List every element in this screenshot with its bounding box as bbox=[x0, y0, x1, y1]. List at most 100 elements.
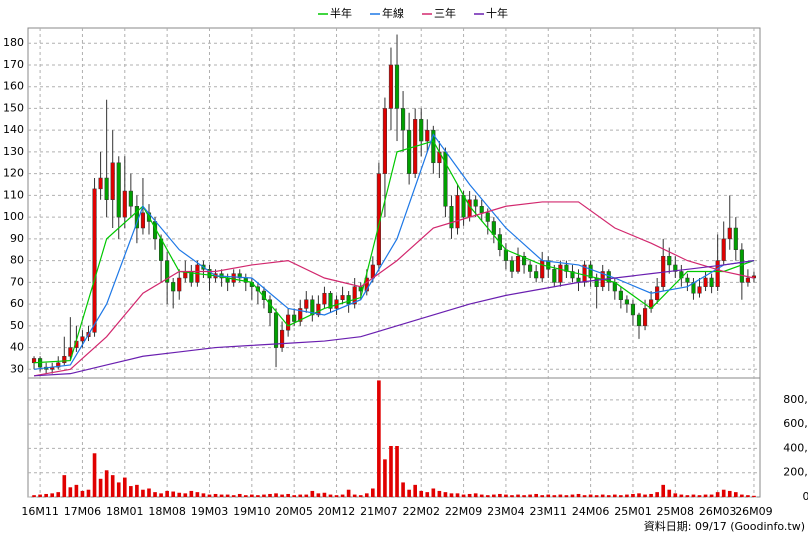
candle-body bbox=[104, 177, 109, 200]
candle-body bbox=[642, 308, 648, 327]
volume-bar bbox=[727, 490, 732, 497]
volume-bar bbox=[570, 494, 575, 497]
volume-bar bbox=[697, 495, 702, 497]
y2-tick-label: 400,000 bbox=[783, 441, 808, 454]
volume-bar bbox=[673, 493, 678, 497]
candle-body bbox=[667, 256, 672, 266]
volume-bar bbox=[231, 495, 236, 497]
volume-bar bbox=[207, 494, 212, 497]
x-tick-label: 26M03 bbox=[699, 505, 737, 518]
volume-bar bbox=[649, 493, 653, 497]
candle-body bbox=[503, 249, 508, 261]
candle-body bbox=[340, 295, 345, 300]
candle-body bbox=[697, 286, 702, 294]
candle-body bbox=[407, 129, 412, 174]
candle-body bbox=[491, 221, 496, 235]
candle-body bbox=[165, 260, 170, 283]
volume-bar bbox=[268, 493, 272, 497]
x-tick-label: 16M11 bbox=[21, 505, 59, 518]
volume-bar bbox=[721, 489, 726, 497]
y-tick-label: 70 bbox=[10, 275, 24, 288]
volume-bar bbox=[746, 495, 750, 497]
volume-bar bbox=[395, 446, 399, 497]
x-tick-label: 21M07 bbox=[360, 505, 398, 518]
volume-bar bbox=[135, 484, 139, 497]
volume-bar bbox=[443, 492, 448, 497]
volume-bar bbox=[237, 493, 242, 497]
volume-bar bbox=[92, 453, 97, 497]
volume-bar bbox=[316, 493, 321, 497]
volume-bar bbox=[467, 493, 472, 497]
candle-body bbox=[594, 277, 599, 287]
candle-body bbox=[473, 199, 478, 207]
candle-body bbox=[715, 260, 720, 287]
volume-bar bbox=[473, 493, 478, 497]
candle-body bbox=[304, 299, 309, 309]
volume-bar bbox=[274, 493, 278, 497]
candle-body bbox=[346, 295, 351, 305]
volume-bar bbox=[219, 494, 224, 497]
volume-bar bbox=[655, 492, 659, 497]
volume-bar bbox=[691, 494, 696, 497]
x-tick-label: 19M10 bbox=[233, 505, 271, 518]
volume-bar bbox=[540, 495, 545, 497]
candle-body bbox=[721, 238, 726, 261]
legend-label: 三年 bbox=[434, 6, 456, 20]
candle-body bbox=[171, 282, 176, 292]
volume-bar bbox=[358, 495, 363, 497]
volume-bar bbox=[352, 494, 357, 497]
y-tick-label: 130 bbox=[3, 145, 24, 158]
candle-body bbox=[419, 119, 424, 142]
volume-bar bbox=[516, 494, 520, 497]
volume-bar bbox=[498, 493, 502, 497]
volume-bar bbox=[389, 446, 393, 497]
volume-bar bbox=[383, 459, 387, 497]
volume-bar bbox=[141, 489, 145, 497]
x-tick-label: 23M04 bbox=[487, 505, 525, 518]
volume-bar bbox=[304, 494, 309, 497]
volume-bar bbox=[80, 490, 85, 497]
volume-bar bbox=[667, 489, 672, 497]
candle-body bbox=[177, 277, 182, 292]
volume-bar bbox=[98, 478, 103, 497]
y-tick-label: 170 bbox=[3, 58, 24, 71]
volume-bar bbox=[715, 492, 720, 497]
volume-bar bbox=[201, 493, 206, 497]
volume-bar bbox=[564, 495, 569, 497]
y-tick-label: 180 bbox=[3, 36, 24, 49]
volume-panel bbox=[27, 377, 761, 498]
candle-body bbox=[455, 195, 460, 229]
candle-body bbox=[515, 256, 521, 272]
x-tick-label: 25M08 bbox=[657, 505, 695, 518]
volume-bar bbox=[637, 493, 641, 497]
volume-bar bbox=[492, 494, 496, 497]
volume-bar bbox=[346, 489, 351, 497]
candle-body bbox=[401, 108, 406, 131]
volume-bar bbox=[606, 495, 611, 497]
candle-body bbox=[110, 162, 115, 200]
volume-bar bbox=[165, 490, 169, 497]
candle-body bbox=[140, 212, 146, 229]
volume-bar bbox=[322, 492, 327, 497]
candle-body bbox=[128, 190, 133, 207]
y-tick-label: 40 bbox=[10, 341, 24, 354]
candle-body bbox=[310, 299, 315, 316]
x-tick-label: 24M06 bbox=[572, 505, 610, 518]
candle-body bbox=[116, 162, 121, 218]
volume-bar bbox=[631, 493, 635, 497]
volume-bar bbox=[558, 494, 563, 497]
volume-bar bbox=[419, 490, 424, 497]
x-tick-label: 18M08 bbox=[148, 505, 186, 518]
candle-body bbox=[540, 260, 545, 279]
y2-tick-label: 200,000 bbox=[783, 466, 808, 479]
volume-bar bbox=[189, 490, 194, 497]
y-tick-label: 120 bbox=[3, 167, 24, 180]
volume-bar bbox=[62, 475, 67, 497]
candle-body bbox=[588, 264, 593, 279]
ma-line bbox=[33, 201, 755, 377]
candle-body bbox=[388, 64, 394, 109]
candle-body bbox=[286, 314, 291, 331]
volume-bar bbox=[147, 488, 151, 497]
volume-bar bbox=[485, 495, 490, 497]
legend-label: 十年 bbox=[486, 6, 508, 20]
